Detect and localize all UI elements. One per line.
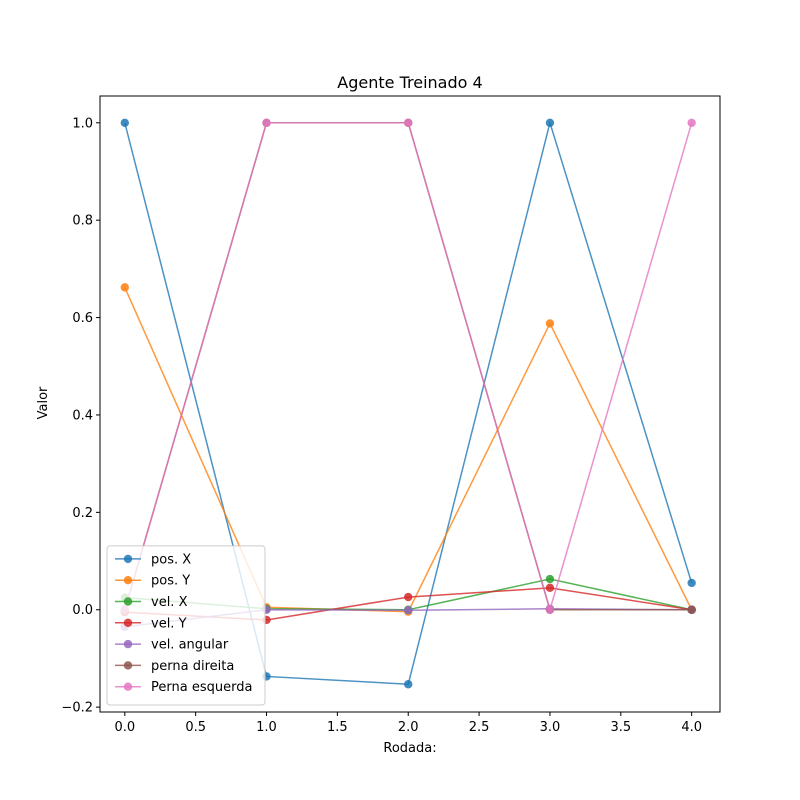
data-point [404,592,413,602]
legend-marker [123,661,133,670]
legend-label: pos. X [151,552,191,567]
x-tick-label: 2.5 [469,720,490,735]
y-axis-label: Valor [36,386,51,419]
y-tick-label: 0.6 [72,311,93,326]
legend-marker [123,682,133,691]
data-point [687,605,696,614]
data-point [545,574,555,584]
data-point [545,605,555,614]
x-tick-label: 1.5 [327,720,348,735]
y-axis: −0.2 0.0 0.2 0.4 0.6 0.8 1.0 [61,116,100,716]
x-tick-label: 4.0 [681,720,702,735]
x-tick-label: 0.0 [114,720,135,735]
data-point [687,118,696,127]
y-tick-label: 0.0 [72,603,93,618]
data-point [404,680,413,689]
legend-label: vel. X [151,595,188,610]
data-point [545,583,555,593]
data-point [262,118,271,127]
x-axis: 0.0 0.5 1.0 1.5 2.0 2.5 3.0 3.5 4.0 [114,712,702,735]
data-point [120,118,129,127]
legend-marker [123,554,133,564]
chart-title: Agente Treinado 4 [337,73,482,92]
legend-label: pos. Y [151,574,190,589]
legend-marker [123,618,133,627]
legend-marker [123,576,133,585]
y-tick-label: 1.0 [72,116,93,131]
x-tick-label: 1.0 [256,720,277,735]
y-tick-label: 0.2 [72,506,93,521]
legend-box [106,545,266,706]
legend-label: vel. Y [151,616,187,631]
x-tick-label: 0.5 [185,720,206,735]
data-point [545,319,555,328]
legend-label: Perna esquerda [151,680,252,695]
legend-label: perna direita [151,659,234,674]
data-point [404,606,413,615]
data-point [120,283,129,292]
legend-marker [123,639,133,649]
x-tick-label: 3.0 [540,720,561,735]
legend: pos. X pos. Y vel. X vel. Y vel. angular pern… [106,545,266,706]
y-tick-label: 0.4 [72,408,93,423]
series-pos-x [120,118,696,689]
plot-frame [99,95,721,713]
x-axis-label: Rodada: [383,741,436,756]
x-tick-label: 3.5 [610,720,631,735]
legend-marker [123,597,133,606]
data-point [687,578,696,588]
y-tick-label: 0.8 [72,214,93,229]
data-point [404,118,413,127]
legend-label: vel. angular [151,638,229,653]
y-tick-label: −0.2 [61,701,93,716]
x-tick-label: 2.0 [398,720,419,735]
data-point [545,118,555,127]
